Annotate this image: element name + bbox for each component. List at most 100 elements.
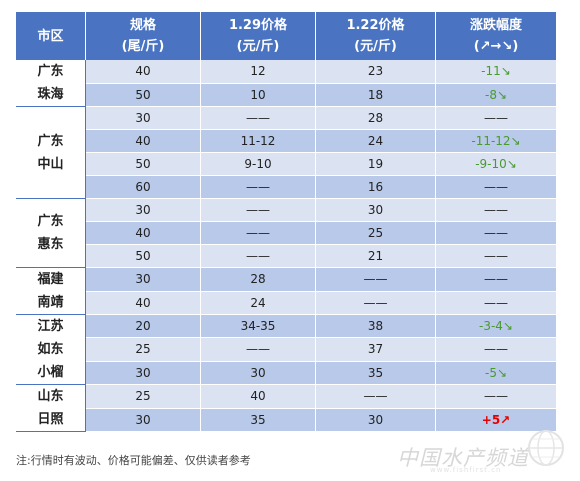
price-table: 市区 规格 (尾/斤) 1.29价格 (元/斤) 1.22价格 (元/斤) 涨跌… <box>16 12 556 432</box>
region-cell: 山东 日照 <box>16 385 86 432</box>
price-129-cell: —— <box>201 107 316 130</box>
table-body: 广东 珠海 40 12 23 -11↘ 50 10 18 -8↘ 广东 中山 30 —— 28 —— 40 11-… <box>16 60 556 432</box>
price-129-cell: 10 <box>201 83 316 107</box>
header-region: 市区 <box>16 12 86 60</box>
table-row: 25 —— 37 —— <box>16 338 556 362</box>
change-cell: -8↘ <box>436 83 556 107</box>
price-122-cell: —— <box>316 385 436 409</box>
price-122-cell: 38 <box>316 315 436 339</box>
region-name-line: 日照 <box>37 412 64 427</box>
price-122-cell: 23 <box>316 60 436 84</box>
change-cell: —— <box>436 385 556 409</box>
price-122-cell: —— <box>316 291 436 315</box>
price-129-cell: —— <box>201 338 316 362</box>
region-name-line: 珠海 <box>37 87 64 102</box>
spec-cell: 30 <box>86 268 201 292</box>
table-row: 50 —— 21 —— <box>16 245 556 268</box>
change-cell: —— <box>436 199 556 222</box>
region-name-line: 惠东 <box>37 237 64 252</box>
header-change-line2: (↗→↘) <box>473 39 519 54</box>
spec-cell: 20 <box>86 315 201 339</box>
table-row: 江苏 如东 小榴 20 34-35 38 -3-4↘ <box>16 315 556 385</box>
table-row: 30 30 35 -5↘ <box>16 361 556 385</box>
price-122-cell: —— <box>316 268 436 292</box>
region-name-line: 广东 <box>37 214 64 229</box>
table-row: 广东 惠东 30 —— 30 —— <box>16 199 556 268</box>
footnote: 注:行情时有波动、价格可能偏差、仅供读者参考 <box>16 454 251 467</box>
price-122-cell: 18 <box>316 83 436 107</box>
price-122-cell: 35 <box>316 361 436 385</box>
change-cell: -11↘ <box>436 60 556 84</box>
table-row: 30 35 30 +5↗ <box>16 408 556 432</box>
spec-cell: 40 <box>86 291 201 315</box>
region-name-line: 中山 <box>37 156 64 172</box>
region-cell: 广东 珠海 <box>16 60 86 107</box>
price-129-cell: —— <box>201 222 316 245</box>
change-cell: —— <box>436 338 556 362</box>
region-name-line: 福建 <box>37 272 64 287</box>
table-row: 40 11-12 24 -11-12↘ <box>16 130 556 153</box>
spec-cell: 30 <box>86 199 201 222</box>
region-cell: 江苏 如东 小榴 <box>16 315 86 385</box>
change-cell: —— <box>436 107 556 130</box>
price-122-cell: 16 <box>316 176 436 199</box>
spec-cell: 50 <box>86 245 201 268</box>
price-122-cell: 30 <box>316 199 436 222</box>
spec-cell: 40 <box>86 222 201 245</box>
table-row: 福建 南靖 30 28 —— —— <box>16 268 556 315</box>
price-129-cell: 9-10 <box>201 153 316 176</box>
header-price-122: 1.22价格 (元/斤) <box>316 12 436 60</box>
spec-cell: 25 <box>86 338 201 362</box>
region-name-line: 南靖 <box>37 295 64 310</box>
price-122-cell: 28 <box>316 107 436 130</box>
table-row: 40 24 —— —— <box>16 291 556 315</box>
spec-cell: 50 <box>86 83 201 107</box>
price-122-cell: 37 <box>316 338 436 362</box>
price-129-cell: —— <box>201 199 316 222</box>
change-cell: —— <box>436 291 556 315</box>
spec-cell: 30 <box>86 107 201 130</box>
table-row: 山东 日照 25 40 —— —— <box>16 385 556 432</box>
header-price-129: 1.29价格 (元/斤) <box>201 12 316 60</box>
change-cell: —— <box>436 245 556 268</box>
spec-cell: 40 <box>86 130 201 153</box>
price-122-cell: 21 <box>316 245 436 268</box>
change-cell: -11-12↘ <box>436 130 556 153</box>
change-cell: +5↗ <box>436 408 556 432</box>
table-row: 广东 珠海 40 12 23 -11↘ <box>16 60 556 107</box>
watermark-url: www.fishfirst.cn <box>430 466 502 474</box>
header-spec-line1: 规格 <box>129 18 156 33</box>
spec-cell: 25 <box>86 385 201 409</box>
price-129-cell: 35 <box>201 408 316 432</box>
header-price-122-line2: (元/斤) <box>354 39 397 54</box>
price-122-cell: 30 <box>316 408 436 432</box>
globe-icon <box>528 430 564 466</box>
header-change: 涨跌幅度 (↗→↘) <box>436 12 556 60</box>
region-name-line: 如东 <box>37 342 64 357</box>
table-row: 广东 中山 30 —— 28 —— <box>16 107 556 199</box>
spec-cell: 60 <box>86 176 201 199</box>
header-price-122-line1: 1.22价格 <box>346 18 405 33</box>
region-cell: 福建 南靖 <box>16 268 86 315</box>
price-129-cell: 40 <box>201 385 316 409</box>
change-cell: -5↘ <box>436 361 556 385</box>
change-cell: —— <box>436 222 556 245</box>
spec-cell: 30 <box>86 361 201 385</box>
header-price-129-line2: (元/斤) <box>236 39 280 54</box>
region-name-line: 小榴 <box>37 365 64 380</box>
region-name-line: 广东 <box>37 64 64 79</box>
header-price-129-line1: 1.29价格 <box>228 18 288 33</box>
table-row: 50 9-10 19 -9-10↘ <box>16 153 556 176</box>
region-name-line: 江苏 <box>37 319 64 334</box>
table-row: 60 —— 16 —— <box>16 176 556 199</box>
price-129-cell: 30 <box>201 361 316 385</box>
spec-cell: 30 <box>86 408 201 432</box>
header-spec-line2: (尾/斤) <box>121 39 165 54</box>
table-row: 50 10 18 -8↘ <box>16 83 556 107</box>
region-cell: 广东 中山 <box>16 107 86 199</box>
region-cell: 广东 惠东 <box>16 199 86 268</box>
price-122-cell: 25 <box>316 222 436 245</box>
price-129-cell: 34-35 <box>201 315 316 339</box>
price-122-cell: 19 <box>316 153 436 176</box>
region-name-line: 山东 <box>37 389 64 404</box>
